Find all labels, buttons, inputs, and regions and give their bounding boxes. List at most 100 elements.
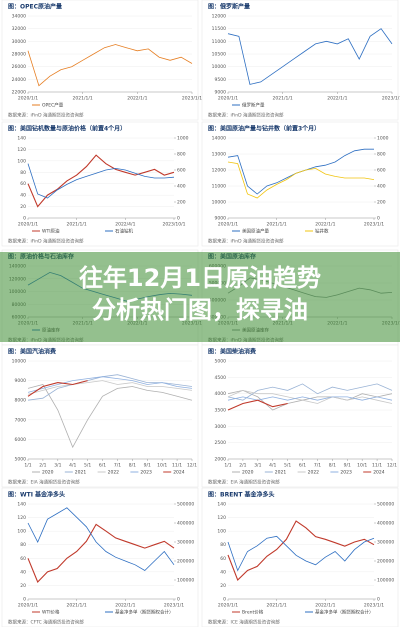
source-note: 数据来源：EIA 海通期货投资咨询部: [8, 479, 80, 486]
x-tick-label: 5/1: [284, 463, 291, 469]
legend-label: WTI价格: [42, 609, 60, 616]
x-tick-label: 1/1: [24, 463, 31, 469]
legend-label: 2022: [308, 470, 320, 476]
y-tick-label: 140: [217, 502, 226, 508]
series-line: [227, 28, 393, 85]
legend-label: 基金净多单（期货期权合计）: [315, 609, 374, 616]
y-tick-label: 0: [23, 216, 26, 222]
chart-title: 图：俄罗斯产量: [208, 3, 250, 11]
y-tick-label: 80: [20, 542, 26, 548]
series-line: [27, 163, 175, 199]
y-tick-label: 24000: [12, 77, 26, 83]
series-line: [27, 380, 193, 395]
y-tick-label: 9000: [15, 378, 27, 384]
y-tick-label: 12000: [212, 14, 226, 20]
x-tick-label: 11/1: [172, 463, 182, 469]
x-tick-label: 7/1: [314, 463, 321, 469]
legend-label: 美国原油产量: [242, 228, 269, 235]
x-tick-label: 2020/1/1: [218, 222, 238, 228]
y2-tick-label: 800: [177, 152, 186, 158]
legend-label: 2020: [242, 470, 254, 476]
y-tick-label: 22000: [12, 90, 26, 96]
y-tick-label: 140: [17, 502, 26, 508]
legend-label: 钻井数: [315, 228, 329, 235]
y2-tick-label: 1000: [377, 136, 389, 142]
x-tick-label: 4/1: [69, 463, 76, 469]
y-tick-label: 20: [20, 204, 26, 210]
y-tick-label: 10500: [212, 52, 226, 58]
legend-label: 石油钻机: [115, 228, 133, 235]
x-tick-label: 6/1: [299, 463, 306, 469]
y-tick-label: 60: [20, 181, 26, 187]
x-tick-label: 2021/1/1: [67, 603, 87, 609]
source-note: 数据来源：EIA 海通期货投资咨询部: [208, 479, 280, 486]
y-tick-label: 10000: [212, 64, 226, 70]
y-tick-label: 10000: [212, 200, 226, 206]
y-tick-label: 30000: [12, 39, 26, 45]
overlay-title: 往年12月1日原油趋势: [79, 264, 321, 292]
y-tick-label: 40: [20, 569, 26, 575]
y2-tick-label: 0: [377, 216, 380, 222]
y-tick-label: 2500: [215, 440, 227, 446]
y-tick-label: 4000: [215, 391, 227, 397]
series-line: [27, 380, 88, 397]
series-line: [27, 154, 175, 208]
y-tick-label: 12000: [212, 168, 226, 174]
x-tick-label: 2020/1/1: [218, 603, 238, 609]
x-tick-label: 4/1: [269, 463, 276, 469]
series-line: [27, 507, 175, 571]
chart-title: 图：美国汽油消费: [8, 348, 56, 356]
series-line: [27, 376, 193, 393]
y-tick-label: 40: [20, 193, 26, 199]
series-line: [227, 396, 393, 401]
y-tick-label: 100: [17, 158, 26, 164]
y-tick-label: 80: [20, 170, 26, 176]
y2-tick-label: 400: [177, 184, 186, 190]
series-line: [27, 44, 193, 87]
chart-title: 图：美国原油产量与钻井数（前置3个月）: [208, 125, 320, 133]
source-note: 数据来源：iFinD 海通期货投资咨询部: [8, 112, 84, 119]
y2-tick-label: 200000: [377, 559, 394, 565]
y2-tick-label: 400: [377, 184, 386, 190]
y-tick-label: 20: [220, 583, 226, 589]
y-tick-label: 5000: [15, 457, 27, 463]
source-note: 数据来源：iFinD 海通期货投资咨询部: [208, 238, 284, 245]
y-tick-label: 11000: [212, 39, 226, 45]
series-line: [227, 389, 393, 404]
y2-tick-label: 400000: [177, 521, 194, 527]
y-tick-label: 9500: [215, 77, 227, 83]
chart-title: 图：美国钻机数量与原油价格（前置4个月）: [8, 125, 126, 133]
x-tick-label: 12/1: [387, 463, 397, 469]
legend-label: 基金净多单（期货期权合计）: [115, 609, 174, 616]
x-tick-label: 2020/1/1: [18, 222, 38, 228]
y-tick-label: 9000: [215, 216, 227, 222]
y-tick-label: 3000: [215, 424, 227, 430]
x-tick-label: 11/1: [372, 463, 382, 469]
legend-label: 2022: [108, 470, 120, 476]
x-tick-label: 12/1: [187, 463, 197, 469]
x-tick-label: 2020/1/1: [18, 96, 38, 102]
y-tick-label: 100: [17, 529, 26, 535]
series-line: [227, 535, 375, 572]
y-tick-label: 20: [20, 583, 26, 589]
x-tick-label: 2020/1/1: [218, 96, 238, 102]
chart-title: 图：BRENT 基金净多头: [208, 491, 275, 499]
source-note: 数据来源：ICE 海通期货投资咨询部: [208, 619, 280, 626]
y-tick-label: 11500: [212, 26, 226, 32]
y2-tick-label: 600: [377, 168, 386, 174]
source-note: 数据来源：iFinD 海通期货投资咨询部: [208, 112, 284, 119]
x-tick-label: 8/1: [329, 463, 336, 469]
y-tick-label: 28000: [12, 52, 26, 58]
x-tick-label: 5/1: [84, 463, 91, 469]
series-line: [227, 161, 375, 199]
chart-title: 图：OPEC原油产量: [8, 3, 62, 11]
y-tick-label: 34000: [12, 14, 26, 20]
series-line: [27, 384, 193, 449]
x-tick-label: 2023/1/1: [382, 96, 400, 102]
legend-label: 2023: [140, 470, 152, 476]
y-tick-label: 5000: [215, 359, 227, 365]
y-tick-label: 2000: [215, 457, 227, 463]
series-line: [227, 399, 288, 411]
x-tick-label: 2020/1/1: [18, 603, 38, 609]
x-tick-label: 2021/1/1: [267, 603, 287, 609]
